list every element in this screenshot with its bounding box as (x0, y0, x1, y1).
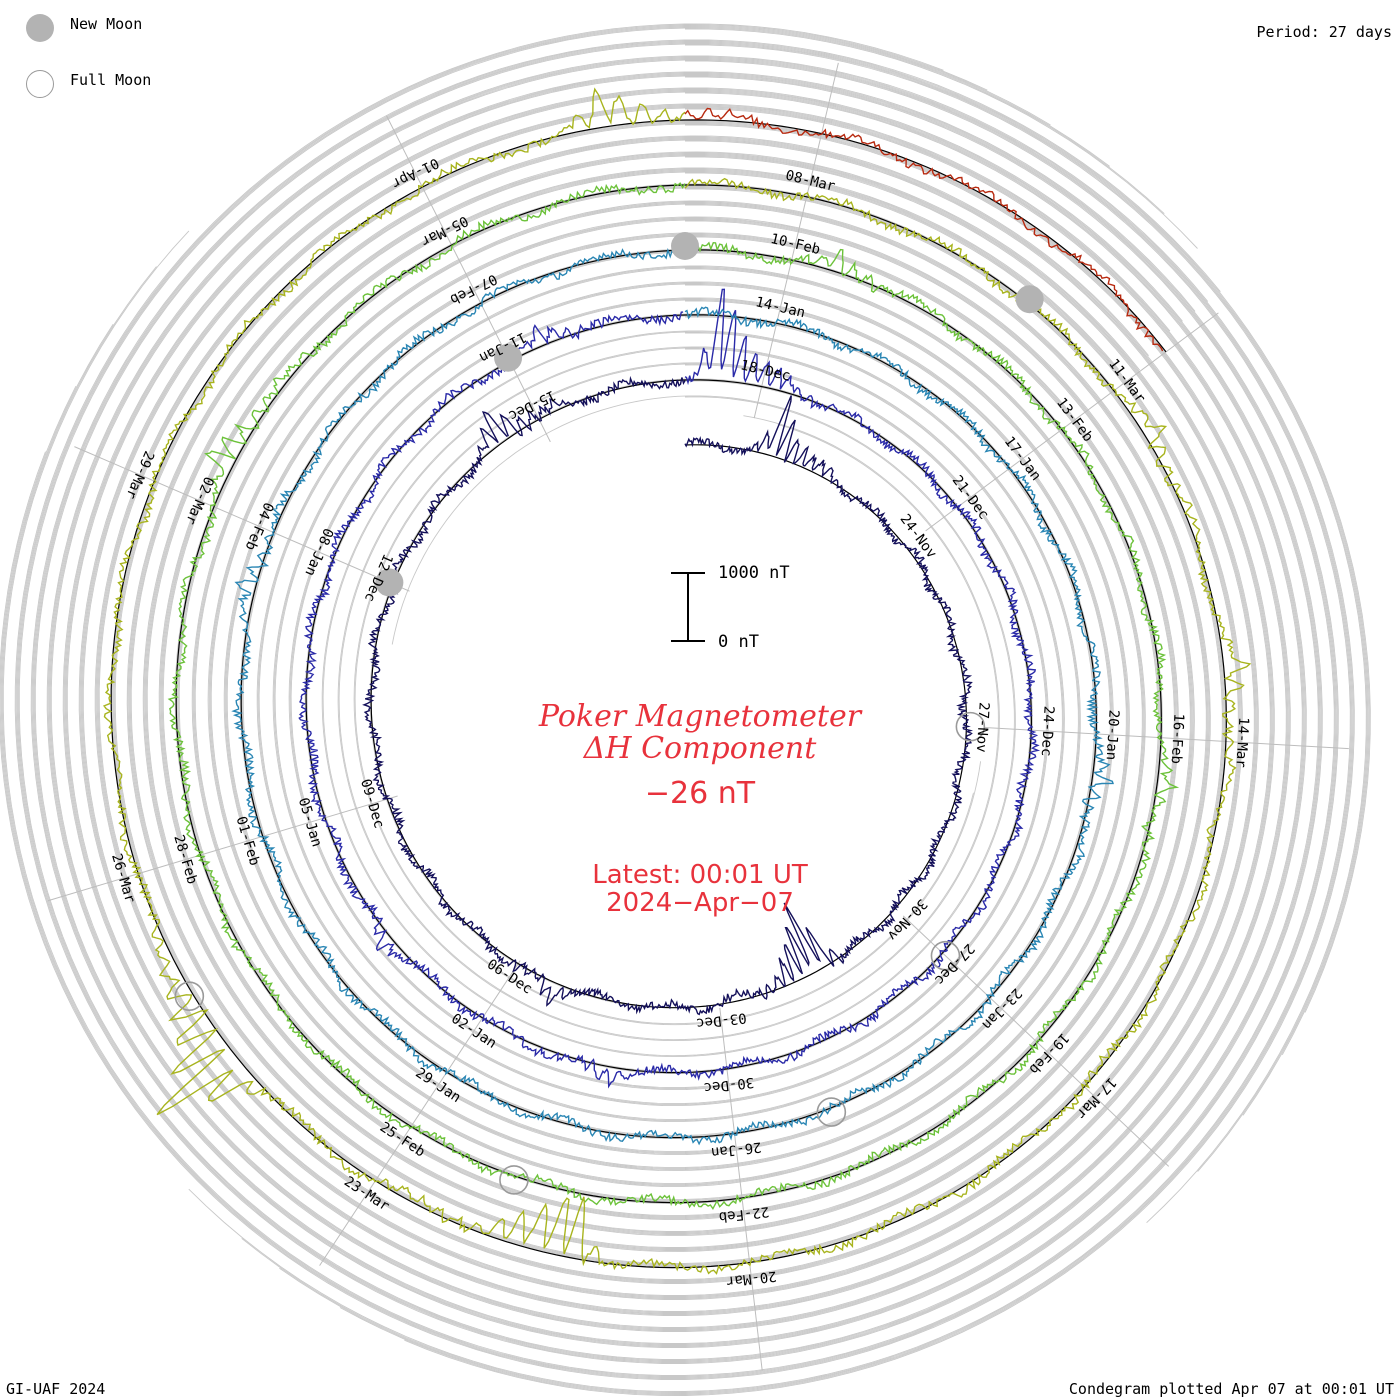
series-line-rotation-6 (684, 107, 1164, 352)
full-moon-marker (499, 1165, 529, 1195)
grid-line (684, 28, 1198, 249)
date-label: 21-Dec (949, 473, 992, 523)
grid-line (0, 72, 1339, 1380)
grid-line (17, 26, 1320, 1361)
grid-line (31, 40, 1371, 1347)
chart-title-line2: ΔH Component (583, 731, 817, 766)
date-label: 16-Feb (1168, 713, 1187, 764)
spoke-line (984, 726, 1349, 750)
full-moon-marker (816, 1097, 847, 1127)
grid-line (16, 25, 1321, 1362)
date-label: 27-Dec (931, 940, 977, 988)
spokes (47, 62, 1349, 1371)
spoke-line (74, 446, 410, 592)
grid-line (158, 167, 1179, 1221)
series-line-rotation-4 (167, 182, 1180, 1211)
date-label: 14-Jan (754, 294, 807, 321)
grid-line (50, 59, 1352, 1393)
spoke-line (925, 312, 1219, 532)
new-moon-marker (494, 343, 523, 372)
grid-line (18, 27, 1319, 1360)
grid-line (685, 44, 1367, 1224)
credit-label: GI-UAF 2024 (6, 1380, 106, 1398)
date-label: 10-Feb (769, 231, 822, 258)
latest-time: Latest: 00:01 UT (592, 860, 808, 890)
date-label: 07-Feb (447, 270, 499, 307)
grid-line (32, 41, 1370, 1346)
date-label: 29-Jan (412, 1065, 463, 1106)
full-moon-marker (930, 940, 961, 971)
plotted-label: Condegram plotted Apr 07 at 00:01 UT (1068, 1380, 1394, 1398)
date-label: 26-Jan (710, 1138, 762, 1160)
scale-bar (671, 572, 705, 642)
grid-line (49, 58, 1353, 1394)
grid-line (62, 71, 1275, 1316)
spoke-line (753, 62, 839, 419)
series-line-rotation-3 (231, 247, 1114, 1146)
data-trace (102, 87, 1252, 1275)
grid-line (188, 60, 1351, 1392)
date-label: 19-Feb (1026, 1029, 1072, 1077)
grid-line (46, 55, 1291, 1332)
series-line-rotation-5 (102, 87, 1252, 1275)
spoke-line (47, 795, 398, 902)
full-moon-marker (955, 711, 986, 742)
moon-markers (174, 232, 1044, 1195)
date-label: 27-Nov (973, 702, 992, 753)
grid-line (78, 87, 1259, 1300)
grid-line (33, 42, 1369, 1345)
period-label: Period: 27 days (1256, 23, 1392, 41)
new-moon-icon (26, 14, 54, 42)
date-label: 06-Dec (484, 956, 535, 997)
date-label: 20-Mar (725, 1267, 777, 1289)
series-line-rotation-1 (362, 375, 974, 1016)
scale-bottom-label: 0 nT (718, 632, 759, 652)
date-label: 24-Dec (1038, 705, 1057, 756)
grid-line (15, 24, 1322, 1363)
grid-line (1, 75, 1336, 1377)
spoke-line (386, 115, 551, 443)
new-moon-marker (671, 232, 699, 260)
date-label: 18-Dec (739, 357, 792, 384)
spoke-line (902, 915, 1170, 1167)
grid-line (2, 76, 1335, 1376)
grid-line (142, 151, 1195, 1237)
date-label: 05-Mar (418, 212, 470, 249)
date-label: 20-Jan (1103, 709, 1122, 760)
legend-full-moon-label: Full Moon (70, 71, 152, 89)
latest-date: 2024−Apr−07 (606, 888, 794, 918)
date-label: 30-Dec (703, 1074, 755, 1096)
full-moon-marker (174, 981, 205, 1011)
scale-top-label: 1000 nT (718, 563, 790, 583)
grid-line (34, 43, 1368, 1344)
grid-line (14, 23, 1323, 1364)
date-label: 13-Feb (1053, 395, 1096, 445)
grid-line (48, 57, 1354, 1395)
date-label: 08-Mar (784, 168, 837, 195)
grid-line (126, 135, 1211, 1253)
date-label: 14-Mar (1232, 717, 1251, 768)
new-moon-marker (375, 568, 404, 597)
spoke-line (319, 960, 521, 1266)
grid-line (94, 103, 1243, 1284)
date-label: 23-Jan (978, 985, 1024, 1033)
full-moon-icon (26, 70, 54, 98)
grid-line (0, 73, 1338, 1379)
new-moon-marker (1015, 285, 1044, 314)
current-value: −26 nT (644, 776, 756, 811)
date-label: 15-Dec (506, 387, 558, 424)
grid-line (30, 39, 1307, 1348)
series-line-rotation-2 (298, 288, 1041, 1089)
chart-title-line1: Poker Magnetometer (538, 699, 862, 734)
date-label: 22-Feb (718, 1203, 770, 1225)
legend-new-moon-label: New Moon (70, 15, 143, 33)
date-label: 03-Dec (695, 1009, 747, 1031)
